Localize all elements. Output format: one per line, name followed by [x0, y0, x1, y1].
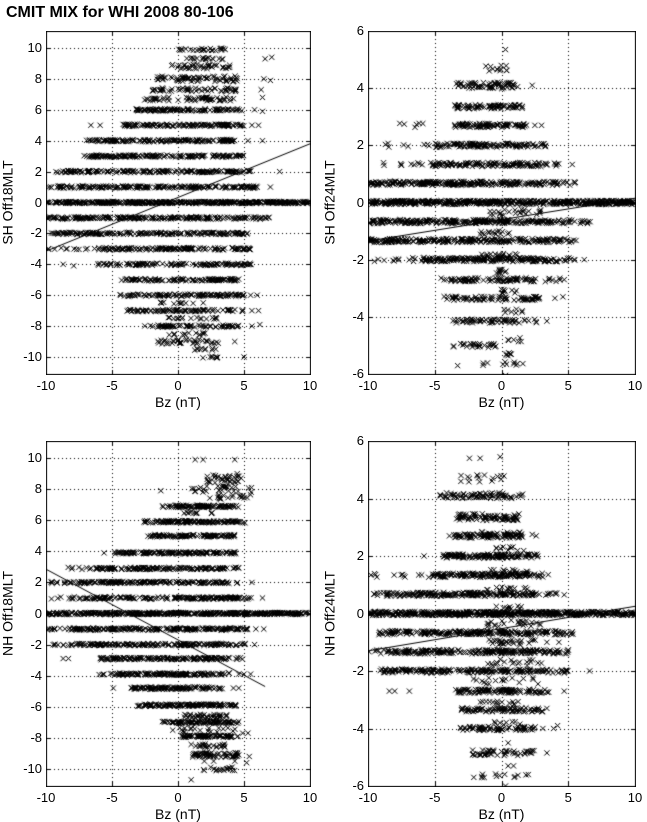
subplot-sh-off18mlt	[46, 31, 311, 375]
x-tick-label: -10	[36, 378, 56, 393]
y-tick-label: -4	[30, 256, 42, 272]
x-tick-label: -10	[36, 790, 56, 805]
x-axis-label: Bz (nT)	[155, 394, 201, 410]
x-tick-label: 0	[174, 378, 182, 393]
y-tick-label: 6	[34, 512, 42, 528]
y-tick-label: 2	[356, 137, 364, 153]
y-tick-label: 0	[356, 194, 364, 210]
y-tick-label: 0	[356, 605, 364, 621]
x-tick-label: -5	[106, 790, 118, 805]
y-tick-label: 2	[34, 163, 42, 179]
figure-title: CMIT MIX for WHI 2008 80-106	[6, 4, 234, 21]
y-tick-label: -10	[23, 349, 42, 364]
y-axis-label: SH Off24MLT	[321, 159, 338, 245]
y-axis-label: SH Off18MLT	[0, 159, 16, 245]
x-tick-label: 10	[627, 378, 643, 393]
x-tick-label: -5	[428, 790, 441, 805]
x-axis-label: Bz (nT)	[478, 806, 525, 822]
x-tick-label: 5	[564, 790, 572, 805]
y-tick-label: -6	[30, 698, 42, 714]
y-tick-label: 4	[34, 132, 42, 148]
x-axis-label: Bz (nT)	[478, 394, 525, 410]
y-tick-label: 4	[356, 80, 364, 96]
y-axis-label: NH Off18MLT	[0, 570, 16, 656]
x-tick-label: 5	[564, 378, 572, 393]
x-tick-label: 0	[174, 790, 182, 805]
x-tick-label: 10	[627, 790, 643, 805]
x-tick-label: -5	[106, 378, 118, 393]
y-tick-label: -8	[30, 318, 42, 334]
y-tick-label: -2	[352, 251, 364, 267]
y-tick-label: 10	[27, 39, 42, 55]
y-tick-label: 6	[356, 23, 364, 38]
y-tick-label: 10	[27, 450, 42, 466]
subplot-nh-off18mlt	[46, 441, 311, 787]
y-tick-label: 4	[34, 543, 42, 559]
subplot-nh-off24mlt	[368, 441, 636, 787]
y-tick-label: 2	[356, 548, 364, 563]
y-tick-label: -2	[30, 225, 42, 241]
y-tick-label: 8	[34, 481, 42, 497]
y-tick-label: -4	[30, 667, 42, 683]
y-tick-label: 0	[34, 194, 42, 210]
y-tick-label: 6	[34, 101, 42, 117]
y-tick-label: -2	[352, 663, 364, 678]
y-tick-label: -6	[30, 287, 42, 303]
y-tick-label: -4	[352, 308, 364, 324]
y-tick-label: -6	[352, 778, 364, 793]
y-tick-label: -6	[352, 366, 364, 381]
y-tick-label: 8	[34, 70, 42, 86]
y-axis-label: NH Off24MLT	[321, 570, 338, 656]
x-tick-label: 5	[240, 790, 248, 805]
y-tick-label: 4	[356, 490, 364, 506]
y-tick-label: -10	[23, 760, 42, 776]
x-tick-label: -10	[358, 790, 378, 805]
x-tick-label: 0	[497, 790, 506, 805]
y-tick-label: -2	[30, 636, 42, 652]
x-tick-label: 0	[497, 378, 506, 393]
x-tick-label: -5	[428, 378, 441, 393]
y-tick-label: 2	[34, 574, 42, 590]
y-tick-label: 6	[356, 433, 364, 448]
x-tick-label: 5	[240, 378, 248, 393]
y-tick-label: 0	[34, 605, 42, 621]
x-tick-label: 10	[302, 378, 318, 393]
subplot-sh-off24mlt	[368, 31, 636, 375]
x-tick-label: 10	[302, 790, 318, 805]
y-tick-label: -8	[30, 729, 42, 745]
y-tick-label: -4	[352, 720, 364, 736]
x-tick-label: -10	[358, 378, 378, 393]
x-axis-label: Bz (nT)	[155, 806, 201, 822]
